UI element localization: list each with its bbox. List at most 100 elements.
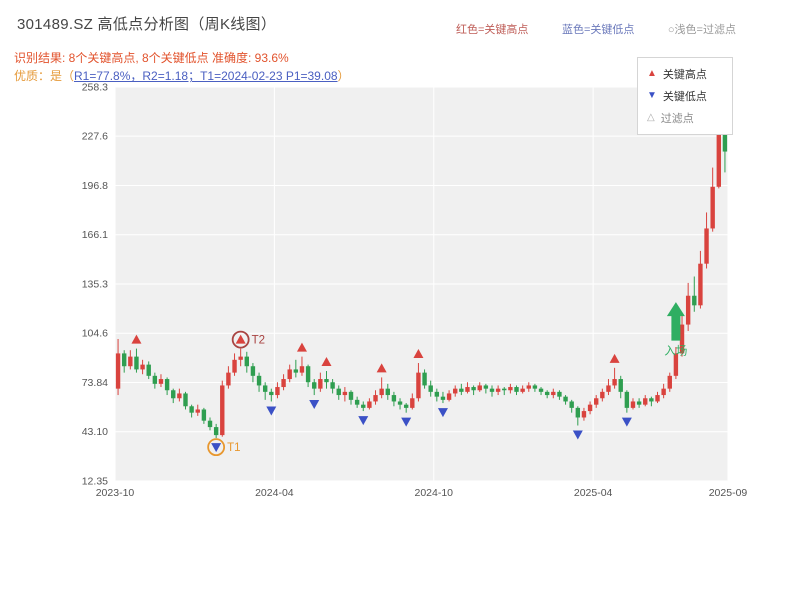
candle-body [459,388,464,392]
candle-body [704,228,709,264]
candle-body [489,388,495,392]
t2-label: T2 [252,335,265,347]
key-low-triangle-icon: ▼ [647,90,657,101]
filter-triangle-icon: △ [647,112,655,123]
candle-body [201,409,207,421]
candle-body [502,388,507,391]
t1-circle [207,438,226,457]
candle-body [508,387,513,391]
key-low-marker [621,417,632,427]
candle-body [140,364,145,370]
candle-body [410,398,415,408]
legend-label-filter: 过滤点 [660,113,694,125]
key-high-marker [321,357,332,367]
candle-body [710,186,715,229]
candle-body [158,379,164,384]
legend-item-key-low: ▼ 关键低点 [647,88,723,104]
candle-body [379,388,384,396]
key-low-marker [309,400,320,410]
x-axis-tick-label: 2025-09 [709,487,748,499]
candle-body [152,375,158,384]
candle-body [526,385,531,389]
candle-body [624,391,630,408]
y-axis-tick-label: 104.6 [82,328,108,340]
candle-body [207,420,213,428]
candle-body [569,401,574,408]
candle-body [679,324,685,354]
x-axis-tick-label: 2024-04 [255,487,294,499]
recognition-result-text: 识别结果: 8个关键高点, 8个关键低点 准确度: 93.6% [14,51,289,65]
key-high-marker [131,334,142,344]
entry-arrow-icon [666,302,685,341]
candle-body [594,398,599,405]
candle-body [557,391,562,397]
candle-body [477,385,482,391]
candle-body [220,385,225,436]
candle-body [373,395,378,402]
key-low-marker [401,417,412,427]
candle-body [121,353,127,367]
quality-metrics-link[interactable]: R1=77.8%，R2=1.18；T1=2024-02-23 P1=39.08 [74,69,338,83]
candle-body [275,387,280,396]
candle-body [587,404,593,412]
candle-body [361,404,366,408]
candle-body [397,401,403,405]
inline-legend: 红色=关键高点 蓝色=关键低点 ○浅色=过滤点 [456,21,736,37]
candle-body [250,366,256,376]
y-axis-tick-label: 12.35 [82,476,108,488]
candle-body [391,395,397,402]
key-high-marker [235,334,246,344]
candle-body [416,372,421,399]
candle-body [428,385,433,392]
candle-body [342,391,348,396]
candle-body [716,129,722,187]
candle-body [318,379,323,389]
candle-body [612,379,617,386]
candle-body [600,391,605,399]
key-high-marker [609,353,620,363]
quality-line: 优质：是（R1=77.8%，R2=1.18；T1=2024-02-23 P1=3… [14,67,350,84]
y-axis-tick-label: 227.6 [82,131,108,143]
y-axis-tick-label: 258.3 [82,82,108,94]
y-axis-tick-label: 43.10 [82,426,108,438]
candle-body [618,379,623,392]
candle-body [269,391,274,396]
candle-body [581,411,587,418]
candle-body [514,387,519,392]
candle-body [330,382,335,389]
candle-body [238,356,243,360]
candle-body [146,364,151,376]
candle-body [434,391,440,397]
candle-body [189,406,194,413]
key-low-marker [266,406,277,416]
candle-body [262,385,268,392]
candle-body [544,391,550,396]
key-high-marker [296,342,307,352]
candle-body [563,396,568,402]
candle-body [471,387,476,391]
candle-body [453,388,458,394]
candle-body [299,366,305,373]
key-high-triangle-icon: ▲ [647,68,657,79]
candle-body [293,369,299,373]
candle-body [520,388,525,392]
candle-body [722,129,728,152]
candle-body [551,391,556,396]
x-axis-tick-label: 2024-10 [414,487,453,499]
candle-body [667,375,672,389]
candle-body [538,388,544,392]
t2-circle [231,330,250,349]
candle-body [422,372,427,386]
x-axis-tick-label: 2025-04 [574,487,613,499]
y-axis-tick-label: 166.1 [82,229,108,241]
candle-body [232,359,237,373]
candle-body [244,356,249,367]
y-axis-tick-label: 73.84 [82,377,108,389]
candle-body [281,379,286,388]
candle-body [440,396,446,400]
candle-body [661,388,666,396]
t1-label: T1 [227,442,240,454]
candle-body [226,372,231,386]
x-axis-tick-label: 2023-10 [96,487,135,499]
